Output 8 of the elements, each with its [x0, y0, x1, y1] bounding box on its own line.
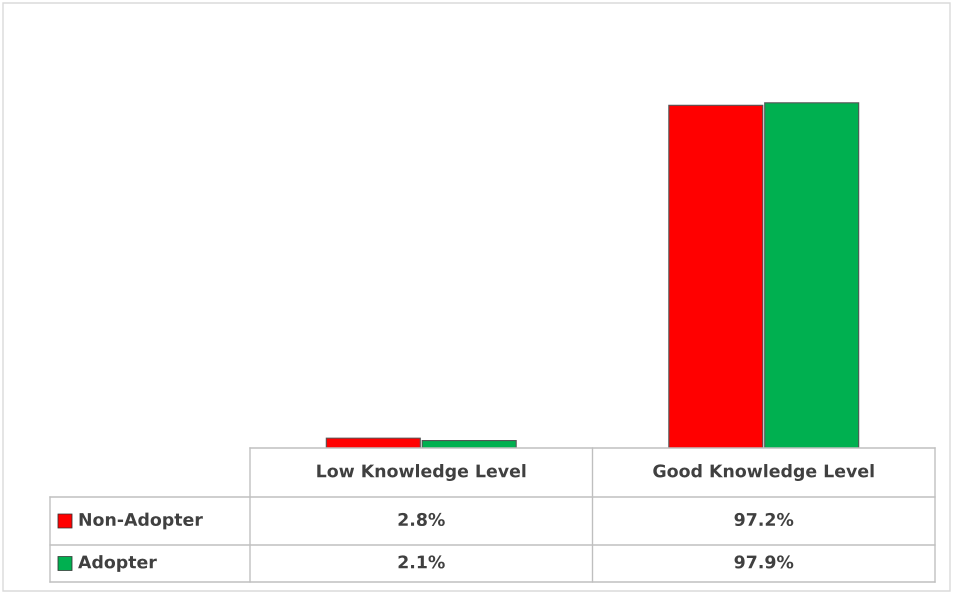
x-tick-label: Low Knowledge Level [317, 464, 526, 481]
legend-label: Non-Adopter [80, 512, 203, 530]
x-tick-label: Good Knowledge Level [653, 464, 874, 481]
data-label: 97.9% [734, 555, 794, 569]
data-label: 2.8% [398, 512, 445, 526]
legend-label: Adopter [78, 555, 157, 572]
data-label: 97.2% [734, 512, 794, 526]
data-label: 2.1% [398, 555, 445, 569]
